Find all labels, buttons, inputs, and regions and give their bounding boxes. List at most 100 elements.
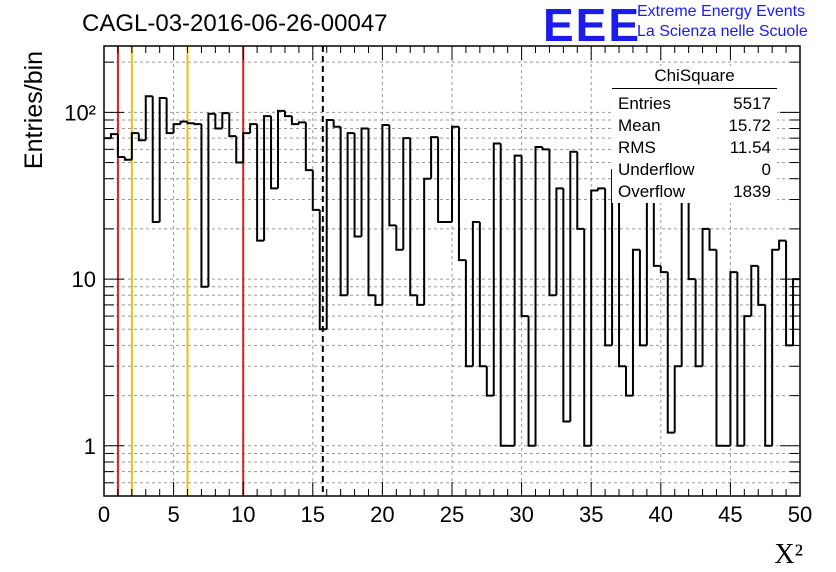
histogram-bin	[694, 279, 703, 368]
histogram-bin	[207, 112, 216, 287]
histogram-bin	[562, 188, 571, 423]
histogram-bin	[457, 126, 466, 262]
histogram-bin	[534, 145, 543, 446]
histogram-bin	[283, 110, 292, 118]
histogram-bin	[290, 116, 299, 126]
y-axis-label: Entries/bin	[20, 50, 48, 170]
histogram-bin	[478, 221, 487, 368]
histogram-bin	[485, 366, 494, 397]
stats-label: Underflow	[618, 160, 695, 179]
x-tick-label: 20	[370, 502, 394, 527]
histogram-bin	[576, 151, 585, 230]
histogram-bin	[673, 365, 682, 433]
x-tick-label: 15	[301, 502, 325, 527]
histogram-bin	[687, 186, 696, 281]
histogram-bin	[604, 188, 613, 347]
axis-ticks	[103, 46, 801, 497]
histogram-bin	[708, 228, 717, 251]
histogram-bin	[339, 126, 348, 297]
eee-logo: EEE	[543, 0, 642, 51]
histogram-bin	[423, 177, 432, 305]
stats-label: Overflow	[618, 182, 686, 201]
histogram-bin	[471, 220, 480, 367]
histogram-bin	[416, 295, 425, 306]
histogram-bin	[715, 249, 724, 447]
histogram-bin	[256, 124, 265, 242]
x-tick-label: 30	[509, 502, 533, 527]
histogram-bin	[179, 120, 188, 125]
histogram-bin	[109, 133, 118, 139]
y-tick-labels: 1 10 10²	[64, 100, 96, 458]
histogram-bin	[235, 136, 244, 164]
x-axis-label: X²	[774, 539, 803, 570]
histogram-bin	[778, 239, 787, 250]
histogram-bin	[214, 113, 223, 130]
stats-value: 5517	[733, 94, 771, 113]
histogram-bin	[659, 265, 668, 274]
histogram-bin	[193, 123, 202, 126]
stats-value: 1839	[733, 182, 771, 201]
histogram-bin	[381, 123, 390, 305]
histogram-bin	[652, 190, 661, 267]
histogram-bin	[541, 146, 550, 151]
stats-row-mean: Mean 15.72	[612, 115, 777, 137]
y-tick-label: 10	[72, 267, 96, 292]
histogram-bin	[437, 137, 446, 223]
histogram-bin	[165, 97, 174, 135]
histogram-bin	[736, 272, 745, 447]
x-tick-label: 50	[788, 502, 812, 527]
histogram-bin	[701, 227, 710, 367]
histogram-bin	[555, 187, 564, 296]
marker-lines	[116, 46, 324, 496]
histogram-bin	[492, 142, 501, 396]
stats-row-rms: RMS 11.54	[612, 137, 777, 159]
histogram-bin	[743, 315, 752, 446]
stats-value: 0	[761, 160, 771, 179]
x-tick-labels: 0 5 10 15 20 25 30 35 40 45 50	[98, 502, 812, 527]
histogram-bin	[402, 137, 411, 250]
x-tick-label: 5	[167, 502, 179, 527]
histogram-bin	[569, 150, 578, 422]
histogram-bin	[360, 127, 369, 237]
histogram-bin	[297, 121, 306, 125]
histogram-bin	[353, 133, 362, 238]
x-tick-label: 40	[649, 502, 673, 527]
histogram-bin	[116, 134, 125, 158]
histogram-bin	[597, 187, 606, 191]
histogram-bin	[430, 136, 439, 179]
histogram-bin	[242, 132, 251, 163]
histogram-bin	[645, 189, 654, 346]
chart-title: CAGL-03-2016-06-26-00047	[82, 10, 388, 37]
histogram-bin	[221, 112, 230, 129]
histogram-bin	[346, 132, 355, 296]
histogram-bin	[792, 278, 800, 346]
logo-caption: Extreme Energy Events La Scienza nelle S…	[637, 2, 808, 42]
histogram-bin	[151, 96, 160, 223]
histogram-bin	[520, 155, 529, 318]
histogram-bin	[304, 122, 313, 172]
histogram-bin	[764, 304, 773, 447]
stats-label: Entries	[618, 94, 671, 113]
histogram-bin	[123, 156, 132, 161]
x-tick-label: 35	[579, 502, 603, 527]
histogram-bin	[409, 138, 418, 297]
histogram-bin	[464, 260, 473, 368]
histogram-bin	[395, 225, 404, 251]
stats-title: ChiSquare	[612, 66, 777, 89]
stats-value: 11.54	[729, 138, 771, 157]
y-tick-label: 1	[84, 434, 96, 459]
histogram-bin	[249, 123, 258, 134]
histogram-bin	[548, 149, 557, 297]
histogram-bin	[750, 264, 759, 317]
histogram-bin	[771, 248, 780, 446]
histogram-bin	[228, 113, 237, 138]
histogram-bin	[130, 132, 139, 160]
histogram-bin	[680, 185, 689, 367]
histogram-bin	[625, 366, 633, 397]
stats-row-underflow: Underflow 0	[612, 159, 777, 181]
histogram-bin	[757, 265, 766, 306]
histogram-bin	[638, 249, 647, 347]
histogram-bin	[332, 119, 341, 128]
histogram-bin	[513, 154, 522, 446]
